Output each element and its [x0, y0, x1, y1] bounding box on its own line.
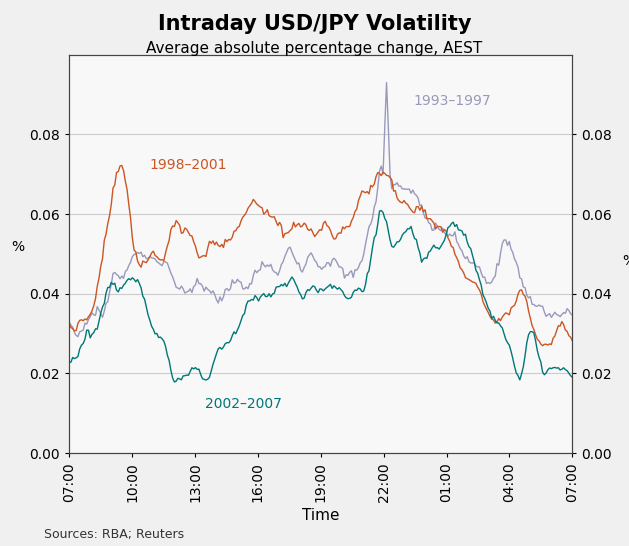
- X-axis label: Time: Time: [302, 508, 340, 523]
- Text: Sources: RBA; Reuters: Sources: RBA; Reuters: [44, 528, 184, 541]
- Y-axis label: %: %: [622, 254, 629, 268]
- Text: Intraday USD/JPY Volatility: Intraday USD/JPY Volatility: [158, 14, 471, 34]
- Text: Average absolute percentage change, AEST: Average absolute percentage change, AEST: [147, 41, 482, 56]
- Text: 2002–2007: 2002–2007: [205, 397, 282, 411]
- Y-axis label: %: %: [12, 240, 25, 254]
- Text: 1993–1997: 1993–1997: [414, 94, 491, 109]
- Text: 1998–2001: 1998–2001: [150, 158, 227, 172]
